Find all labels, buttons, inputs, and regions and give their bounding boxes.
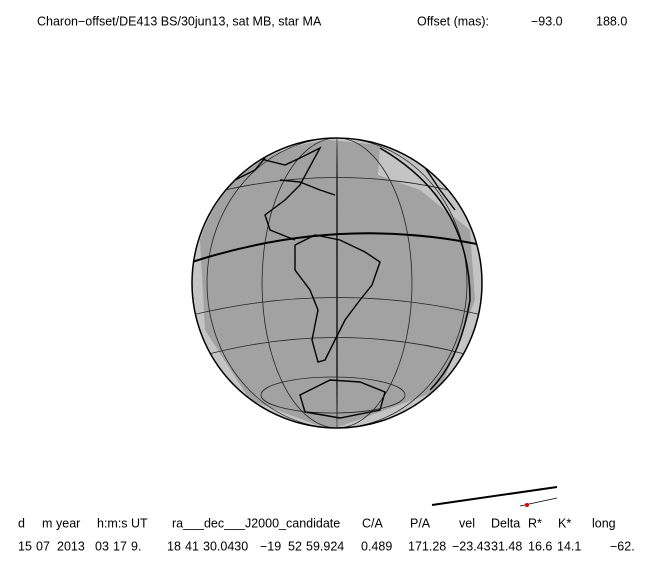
title: Charon−offset/DE413 BS/30jun13, sat MB, …: [37, 14, 322, 28]
observer-dot: [525, 503, 529, 507]
cell: 2013: [57, 539, 85, 553]
column-header: long: [592, 516, 616, 530]
cell: 9.: [131, 539, 141, 553]
cell: 15: [18, 539, 32, 553]
cell: −19: [260, 539, 281, 553]
cell: −62.: [610, 539, 635, 553]
cell: 07: [36, 539, 50, 553]
column-header: vel: [459, 516, 475, 530]
column-header: year: [56, 516, 80, 530]
cell: 31.48: [491, 539, 522, 553]
offset-value: −93.0: [531, 14, 563, 28]
offset-label: Offset (mas):: [417, 14, 489, 28]
cell: 17: [113, 539, 127, 553]
cell: 171.28: [408, 539, 446, 553]
column-header: d: [18, 516, 25, 530]
cell: 16.6: [528, 539, 552, 553]
offset-value: 188.0: [596, 14, 627, 28]
cell: 59.924: [306, 539, 344, 553]
column-header: h:m:s UT: [97, 516, 148, 530]
column-header: K*: [558, 516, 571, 530]
column-header: P/A: [410, 516, 431, 530]
column-header: ra___dec___J2000_candidate: [172, 516, 340, 530]
cell: 14.1: [557, 539, 581, 553]
cell: 03: [95, 539, 109, 553]
column-header: m: [42, 516, 52, 530]
cell: 41: [185, 539, 199, 553]
cell: 30.0430: [203, 539, 248, 553]
column-header: C/A: [362, 516, 384, 530]
column-header: R*: [528, 516, 542, 530]
cell: −23.43: [452, 539, 491, 553]
globe: [191, 137, 483, 429]
table-header: d m year h:m:s UT ra___dec___J2000_candidate…: [18, 516, 616, 530]
table-row: 15 07 2013 03 17 9. 18 41 30.0430 −19 52 59.924 0.48…: [18, 539, 635, 553]
column-header: Delta: [491, 516, 520, 530]
path-line: [431, 486, 558, 506]
cell: 52: [288, 539, 302, 553]
cell: 18: [167, 539, 181, 553]
cell: 0.489: [361, 539, 392, 553]
